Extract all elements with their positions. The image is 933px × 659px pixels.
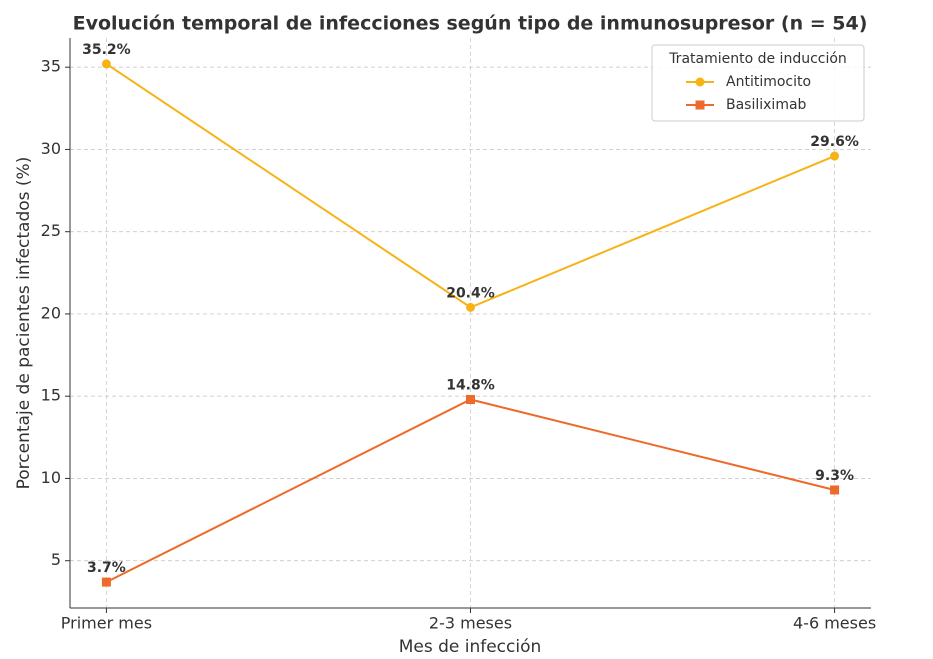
value-label: 14.8% bbox=[446, 377, 495, 393]
legend-marker bbox=[695, 100, 705, 110]
x-tick-label: 4-6 meses bbox=[793, 614, 876, 633]
point bbox=[830, 151, 840, 161]
value-label: 29.6% bbox=[810, 134, 859, 150]
x-tick-label: Primer mes bbox=[61, 614, 152, 633]
value-label: 20.4% bbox=[446, 285, 495, 301]
y-tick-label: 35 bbox=[41, 57, 61, 76]
y-tick-label: 10 bbox=[41, 468, 61, 487]
value-label: 9.3% bbox=[815, 468, 854, 484]
point bbox=[830, 485, 840, 495]
y-axis-label: Porcentaje de pacientes infectados (%) bbox=[14, 157, 34, 490]
y-tick-label: 30 bbox=[41, 139, 61, 158]
y-tick-label: 5 bbox=[51, 550, 61, 569]
point bbox=[466, 302, 475, 312]
y-tick-label: 15 bbox=[41, 386, 61, 405]
value-label: 3.7% bbox=[87, 560, 126, 576]
point bbox=[466, 394, 475, 404]
legend-box bbox=[651, 44, 865, 122]
value-label: 35.2% bbox=[82, 42, 131, 58]
legend-marker bbox=[695, 77, 705, 87]
legend-label: Antitimocito bbox=[726, 74, 811, 90]
point bbox=[101, 577, 111, 587]
x-tick-label: 2-3 meses bbox=[429, 614, 512, 633]
legend-title: Tratamiento de inducción bbox=[668, 51, 847, 67]
y-tick-label: 20 bbox=[41, 303, 61, 322]
y-tick-label: 25 bbox=[41, 221, 61, 240]
legend-label: Basiliximab bbox=[726, 97, 807, 113]
x-axis-label: Mes de infección bbox=[399, 637, 542, 657]
point bbox=[101, 59, 111, 69]
chart-title: Evolución temporal de infecciones según … bbox=[73, 13, 868, 35]
